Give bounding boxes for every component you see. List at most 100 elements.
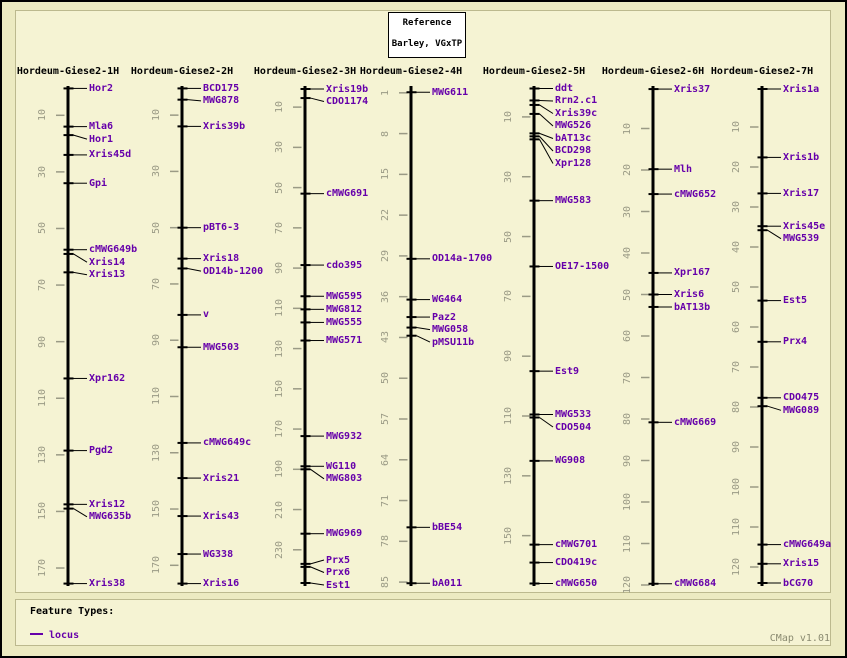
locus-label[interactable]: CDO419c [555,557,598,569]
locus-label[interactable]: MWG503 [203,341,240,353]
locus-label[interactable]: BCD298 [555,145,592,157]
locus-label[interactable]: Xris43 [203,510,240,522]
locus-label[interactable]: Prx5 [326,554,351,566]
locus-label[interactable]: MWG058 [432,324,469,336]
map-title[interactable]: Hordeum-Giese2-6H [601,66,705,77]
locus-label[interactable]: OE17-1500 [555,260,610,272]
locus-label[interactable]: Pgd2 [89,445,114,457]
locus-label[interactable]: cMWG652 [674,188,717,200]
locus-label[interactable]: Prx6 [326,567,351,578]
locus-label[interactable]: Xris17 [783,187,820,199]
ruler-tick-label: 85 [380,576,391,589]
locus-label[interactable]: Prx4 [783,336,808,348]
locus-label[interactable]: Hor2 [89,82,114,94]
legend-locus-label[interactable]: locus [49,630,80,641]
locus-label[interactable]: ddt [555,82,574,94]
ruler-tick-label: 110 [622,534,633,553]
locus-label[interactable]: MWG932 [326,430,363,442]
locus-label[interactable]: MWG533 [555,409,592,420]
locus-label[interactable]: WG338 [203,548,234,560]
map-title[interactable]: Hordeum-Giese2-2H [130,66,234,77]
locus-label[interactable]: Est1 [326,579,351,591]
locus-label[interactable]: WG110 [326,460,357,472]
locus-label[interactable]: cMWG649b [89,244,138,256]
locus-label[interactable]: Rrn2.c1 [555,95,598,107]
locus-label[interactable]: bAT13c [555,132,592,144]
locus-label[interactable]: Xris16 [203,578,240,590]
locus-label[interactable]: WG908 [555,455,586,467]
locus-label[interactable]: Xris1a [783,83,820,95]
locus-label[interactable]: BCD175 [203,82,240,94]
locus-label[interactable]: MWG595 [326,290,363,302]
locus-label[interactable]: cMWG684 [674,578,717,590]
locus-label[interactable]: MWG611 [432,86,469,98]
locus-label[interactable]: bA011 [432,577,463,589]
locus-label[interactable]: cMWG649c [203,437,252,449]
ruler-tick-label: 210 [274,500,285,519]
map-title[interactable]: Hordeum-Giese2-5H [482,66,586,77]
locus-label[interactable]: cMWG701 [555,539,598,551]
locus-label[interactable]: Hor1 [89,133,114,145]
locus-label[interactable]: Xris38 [89,578,126,590]
locus-label[interactable]: CDO504 [555,421,592,433]
locus-label[interactable]: pBT6-3 [203,222,240,234]
locus-label[interactable]: Xris37 [674,83,711,95]
locus-label[interactable]: Xpr167 [674,267,711,279]
locus-label[interactable]: Est5 [783,295,808,307]
map-title[interactable]: Hordeum-Giese2-3H [253,66,357,77]
map-title[interactable]: Hordeum-Giese2-1H [16,66,120,77]
locus-label[interactable]: WG464 [432,294,463,306]
locus-label[interactable]: Xris45e [783,220,826,232]
locus-label[interactable]: Xris14 [89,256,126,268]
locus-label[interactable]: Xpr162 [89,372,126,384]
locus-label[interactable]: cMWG649a [783,539,832,551]
locus-label[interactable]: MWG812 [326,303,363,315]
locus-label[interactable]: Xris15 [783,558,820,570]
locus-label[interactable]: Xpr128 [555,157,592,169]
locus-label[interactable]: Paz2 [432,311,457,323]
locus-label[interactable]: Xris6 [674,289,705,300]
locus-label[interactable]: Xris12 [89,498,126,510]
ruler-tick-label: 90 [274,262,285,275]
locus-label[interactable]: Est9 [555,365,580,377]
locus-label[interactable]: pMSU11b [432,336,475,348]
locus-label[interactable]: bAT13b [674,301,711,313]
locus-label[interactable]: OD14b-1200 [203,265,264,277]
locus-label[interactable]: MWG555 [326,316,363,328]
locus-label[interactable]: Xris13 [89,269,126,281]
locus-label[interactable]: Xris21 [203,472,240,484]
locus-label[interactable]: v [203,309,210,321]
locus-label[interactable]: MWG526 [555,120,592,132]
locus-label[interactable]: cdo395 [326,259,363,271]
locus-label[interactable]: bCG70 [783,577,814,589]
locus-label[interactable]: Xris39c [555,107,598,119]
locus-label[interactable]: MWG803 [326,473,363,485]
locus-label[interactable]: Xris18 [203,253,240,265]
locus-label[interactable]: MWG635b [89,511,132,523]
locus-label[interactable]: MWG089 [783,404,820,416]
locus-label[interactable]: MWG878 [203,95,240,107]
locus-label[interactable]: Mlh [674,163,693,175]
locus-label[interactable]: Xris1b [783,151,820,163]
locus-label[interactable]: OD14a-1700 [432,253,493,265]
locus-label[interactable]: MWG539 [783,233,820,245]
locus-label[interactable]: Gpi [89,177,108,189]
locus-label[interactable]: Xris39b [203,120,246,132]
locus-label[interactable]: MWG583 [555,195,592,207]
locus-label[interactable]: cMWG691 [326,188,369,200]
locus-label[interactable]: cMWG669 [674,416,717,428]
locus-label[interactable]: Xris45d [89,149,132,161]
locus-label[interactable]: MWG969 [326,528,363,540]
locus-label[interactable]: CDO475 [783,392,820,404]
locus-label[interactable]: Xris19b [326,83,369,95]
map-title[interactable]: Hordeum-Giese2-4H [359,66,463,77]
locus-label[interactable]: MWG571 [326,335,363,347]
locus-label[interactable]: CDO1174 [326,96,369,107]
ruler-tick-label: 170 [274,420,285,439]
locus-label[interactable]: Mla6 [89,121,114,133]
locus-label[interactable]: cMWG650 [555,578,598,589]
map-title[interactable]: Hordeum-Giese2-7H [710,66,814,77]
locus-label[interactable]: bBE54 [432,521,463,533]
ruler-tick-label: 50 [37,222,48,235]
